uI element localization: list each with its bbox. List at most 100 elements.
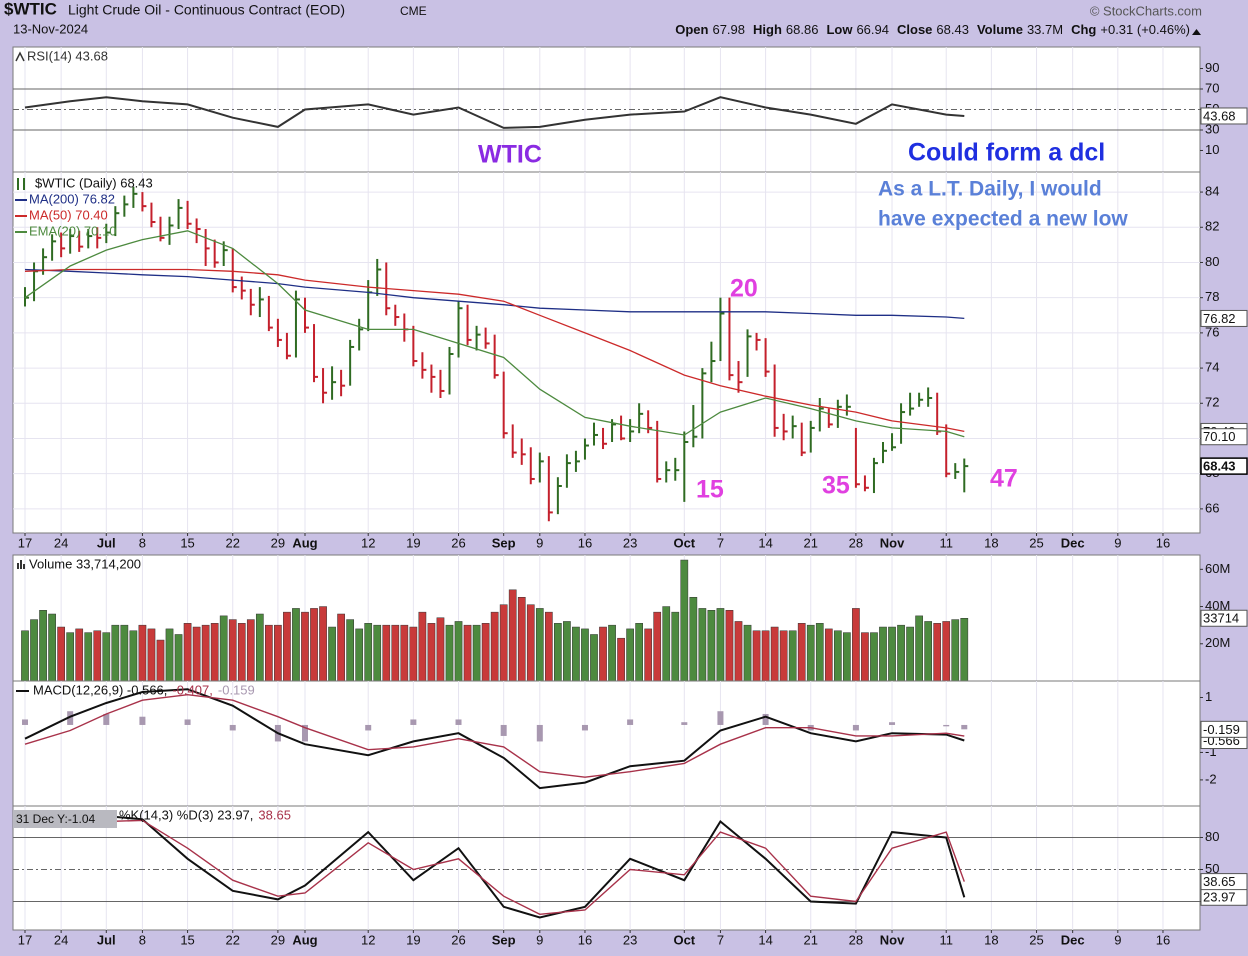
legend-entry: RSI(14) 43.68	[27, 48, 108, 63]
legend-entry: MA(50) 70.40	[29, 207, 108, 222]
volume-bar	[192, 626, 201, 682]
x-tick-label: 8	[139, 932, 146, 947]
x-tick-label: 18	[984, 932, 998, 947]
quote-label: Volume	[977, 22, 1023, 37]
x-tick-label: 22	[226, 535, 240, 550]
x-tick-label: 21	[804, 535, 818, 550]
volume-bar	[734, 621, 743, 682]
volume-bar	[165, 628, 174, 682]
value-tag-label: -0.159	[1203, 722, 1240, 737]
volume-bar	[147, 628, 156, 682]
x-tick-label: 11	[939, 932, 953, 947]
value-tag	[1200, 720, 1248, 738]
value-tag	[1200, 107, 1248, 125]
volume-bar	[653, 611, 662, 682]
y-tick-label: 20M	[1205, 635, 1230, 650]
change-arrow	[1192, 29, 1201, 35]
volume-bar	[21, 630, 29, 682]
legend-entry: %K(14,3) %D(3) 23.97,	[119, 807, 253, 822]
x-tick-label: 24	[54, 932, 68, 947]
volume-bar	[454, 621, 463, 682]
volume-bar	[770, 626, 779, 682]
volume-bar	[57, 626, 65, 682]
legend-entry: Volume 33,714,200	[29, 556, 141, 571]
quote-value: 66.94	[856, 22, 889, 37]
exchange: CME	[400, 4, 427, 18]
x-tick-label: 26	[451, 932, 465, 947]
volume-bar	[716, 608, 725, 682]
histogram-bar	[500, 724, 507, 736]
volume-bar	[879, 626, 887, 682]
volume-bar	[274, 624, 282, 682]
y-tick-label: 82	[1205, 219, 1219, 234]
volume-bar	[228, 619, 237, 682]
volume-bar	[156, 639, 165, 682]
volume-bar	[852, 608, 860, 682]
volume-bar	[418, 611, 427, 682]
x-tick-label: 16	[578, 932, 592, 947]
y-tick-label: 72	[1205, 395, 1219, 410]
value-tag	[1200, 428, 1248, 446]
y-tick-label: 80	[1205, 254, 1219, 269]
volume-bar	[635, 623, 643, 682]
x-tick-label: 16	[1156, 932, 1170, 947]
volume-bar	[915, 615, 923, 682]
volume-bar	[111, 624, 120, 682]
volume-bar	[662, 606, 671, 682]
volume-bar	[265, 624, 273, 682]
quote-label: Chg	[1071, 22, 1096, 37]
moving-average	[24, 268, 965, 433]
y-tick-label: 66	[1205, 500, 1219, 515]
volume-bar	[897, 624, 905, 682]
histogram-bar	[717, 711, 724, 725]
moving-average	[24, 230, 965, 438]
legend-entry: -0.407,	[172, 682, 212, 697]
volume-bar	[779, 630, 788, 682]
y-tick-label: 60M	[1205, 561, 1230, 576]
value-tag-label: 33714	[1203, 611, 1239, 626]
volume-bar	[752, 630, 761, 682]
x-tick-label: 17	[18, 535, 32, 550]
volume-bar	[590, 634, 598, 682]
histogram-bar	[961, 724, 968, 730]
volume-bar	[608, 624, 616, 682]
x-tick-label: 29	[271, 535, 285, 550]
histogram-bar	[889, 722, 896, 725]
value-tag-label: 70.10	[1203, 429, 1236, 444]
volume-bar	[707, 610, 716, 682]
volume-bar	[328, 626, 336, 682]
indicator-line	[24, 815, 966, 919]
volume-bar	[400, 624, 409, 682]
y-tick-label: 84	[1205, 184, 1219, 199]
volume-bar	[680, 559, 689, 682]
volume-bar	[788, 630, 797, 682]
volume-bar	[310, 608, 318, 682]
plot-area	[12, 171, 1201, 534]
volume-bar	[644, 628, 653, 682]
volume-bar	[364, 623, 373, 682]
volume-bar	[219, 615, 228, 682]
x-tick-label: Oct	[673, 535, 695, 550]
annotations: WTIC Could form a dcl As a L.T. Daily, I…	[13, 139, 1128, 828]
volume-bar	[508, 589, 517, 682]
volume-bar	[599, 626, 607, 682]
quote-value: 68.43	[936, 22, 969, 37]
volume-bar	[526, 604, 535, 682]
source: © StockCharts.com	[1090, 3, 1202, 18]
x-tick-label: 9	[1114, 932, 1121, 947]
quote: Open 67.98 High 68.86 Low 66.94 Close 68.43 Volu…	[675, 22, 1190, 37]
volume-bar	[382, 624, 391, 682]
x-tick-label: 15	[180, 932, 194, 947]
histogram-bar	[67, 711, 74, 725]
volume-bar	[581, 628, 589, 682]
volume-bar	[30, 619, 38, 682]
x-tick-label: 14	[758, 932, 772, 947]
y-tick-label: 40M	[1205, 598, 1230, 613]
quote-value: 67.98	[712, 22, 745, 37]
symbol: $WTIC	[4, 0, 57, 18]
histogram-bar	[229, 724, 236, 731]
legend-entry: -0.159	[218, 682, 255, 697]
volume-bar	[517, 596, 526, 682]
date: 13-Nov-2024	[13, 21, 88, 36]
